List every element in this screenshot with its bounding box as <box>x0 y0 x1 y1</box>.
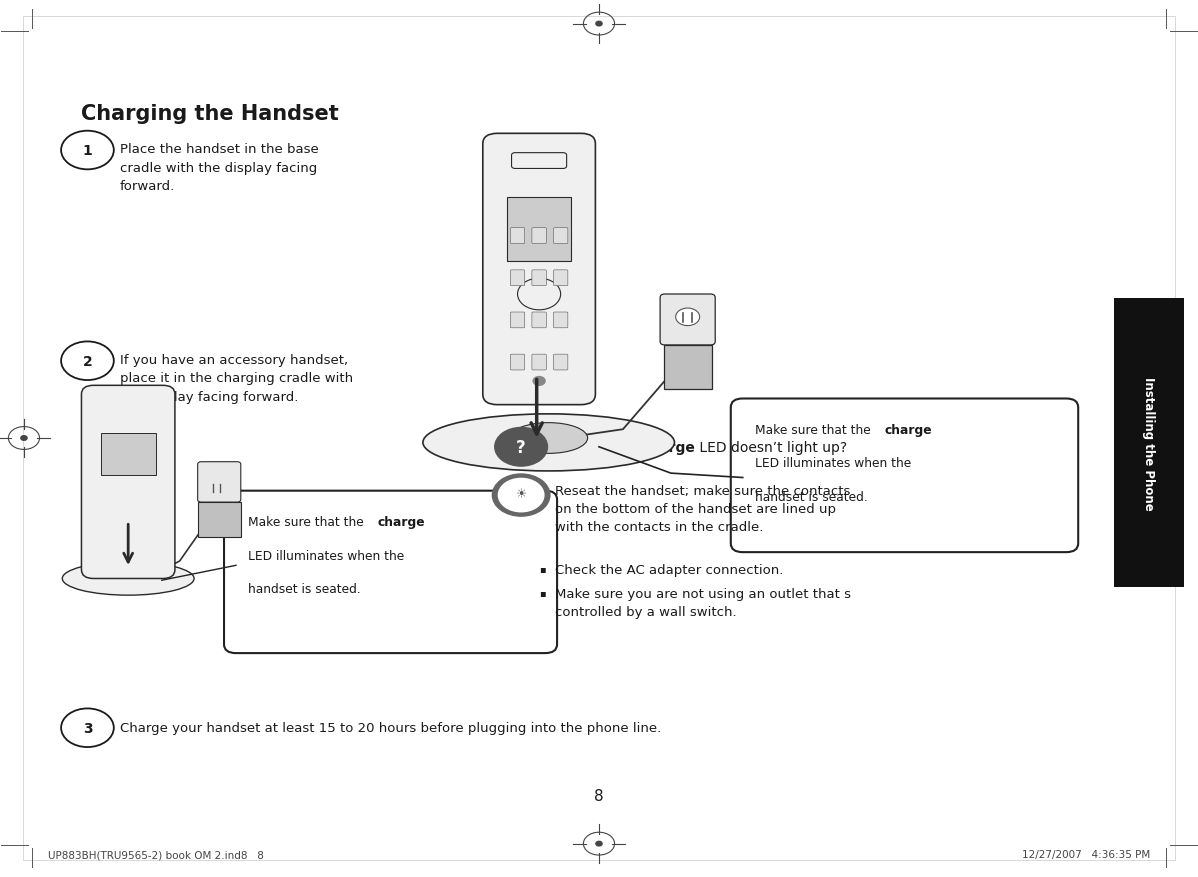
FancyBboxPatch shape <box>532 270 546 286</box>
Text: What if the: What if the <box>555 440 636 454</box>
Text: Make sure that the: Make sure that the <box>248 516 368 529</box>
FancyBboxPatch shape <box>1114 298 1184 588</box>
FancyBboxPatch shape <box>731 399 1078 553</box>
FancyBboxPatch shape <box>532 312 546 328</box>
FancyBboxPatch shape <box>664 346 712 389</box>
FancyBboxPatch shape <box>198 462 241 503</box>
Circle shape <box>595 22 603 27</box>
Circle shape <box>61 342 114 381</box>
Text: ☀: ☀ <box>515 488 527 500</box>
Text: 1: 1 <box>83 144 92 158</box>
FancyBboxPatch shape <box>532 228 546 244</box>
Circle shape <box>61 132 114 170</box>
Text: 12/27/2007   4:36:35 PM: 12/27/2007 4:36:35 PM <box>1022 849 1150 859</box>
Text: If you have an accessory handset,
place it in the charging cradle with
the displ: If you have an accessory handset, place … <box>120 353 353 403</box>
Ellipse shape <box>423 414 674 472</box>
Text: handset is seated.: handset is seated. <box>755 490 867 503</box>
FancyBboxPatch shape <box>198 503 241 538</box>
FancyBboxPatch shape <box>553 270 568 286</box>
FancyBboxPatch shape <box>749 417 1060 496</box>
Text: Installing the Phone: Installing the Phone <box>1143 376 1155 510</box>
Text: LED illuminates when the: LED illuminates when the <box>248 549 404 562</box>
Circle shape <box>492 474 550 517</box>
FancyBboxPatch shape <box>553 312 568 328</box>
Circle shape <box>498 479 544 512</box>
FancyBboxPatch shape <box>532 354 546 370</box>
Text: Charging the Handset: Charging the Handset <box>81 103 339 124</box>
FancyBboxPatch shape <box>242 509 539 583</box>
Text: Make sure you are not using an outlet that s
controlled by a wall switch.: Make sure you are not using an outlet th… <box>555 588 851 618</box>
FancyBboxPatch shape <box>510 312 525 328</box>
Circle shape <box>495 428 547 467</box>
FancyBboxPatch shape <box>483 134 595 405</box>
Text: 3: 3 <box>83 721 92 735</box>
Text: handset is seated.: handset is seated. <box>248 582 361 595</box>
Circle shape <box>20 436 28 441</box>
FancyBboxPatch shape <box>660 295 715 346</box>
Text: UP883BH(TRU9565-2) book OM 2.ind8   8: UP883BH(TRU9565-2) book OM 2.ind8 8 <box>48 849 264 859</box>
Ellipse shape <box>510 423 587 454</box>
FancyBboxPatch shape <box>507 198 571 261</box>
Circle shape <box>1146 436 1154 441</box>
FancyBboxPatch shape <box>510 354 525 370</box>
Text: LED illuminates when the: LED illuminates when the <box>755 457 910 470</box>
Text: 8: 8 <box>594 788 604 803</box>
FancyBboxPatch shape <box>553 228 568 244</box>
Text: charge: charge <box>377 516 425 529</box>
Circle shape <box>676 309 700 326</box>
FancyBboxPatch shape <box>224 491 557 653</box>
Text: Charge your handset at least 15 to 20 hours before plugging into the phone line.: Charge your handset at least 15 to 20 ho… <box>120 722 661 734</box>
FancyBboxPatch shape <box>553 354 568 370</box>
FancyBboxPatch shape <box>512 153 567 169</box>
Text: ▪: ▪ <box>539 563 546 573</box>
Text: LED doesn’t light up?: LED doesn’t light up? <box>695 440 847 454</box>
FancyBboxPatch shape <box>81 386 175 579</box>
Text: Reseat the handset; make sure the contacts
on the bottom of the handset are line: Reseat the handset; make sure the contac… <box>555 484 851 533</box>
Text: ▪: ▪ <box>539 484 546 494</box>
Text: charge: charge <box>884 424 932 437</box>
Text: Check the AC adapter connection.: Check the AC adapter connection. <box>555 563 783 576</box>
Ellipse shape <box>62 562 194 595</box>
Circle shape <box>61 709 114 747</box>
FancyBboxPatch shape <box>101 433 156 475</box>
Circle shape <box>533 377 545 386</box>
FancyBboxPatch shape <box>510 228 525 244</box>
FancyBboxPatch shape <box>510 270 525 286</box>
Text: ▪: ▪ <box>539 588 546 597</box>
Circle shape <box>518 279 561 310</box>
Text: charge: charge <box>641 440 695 454</box>
Text: Place the handset in the base
cradle with the display facing
forward.: Place the handset in the base cradle wit… <box>120 143 319 193</box>
Text: Make sure that the: Make sure that the <box>755 424 875 437</box>
Text: ?: ? <box>516 438 526 456</box>
Circle shape <box>595 841 603 846</box>
Text: 2: 2 <box>83 354 92 368</box>
